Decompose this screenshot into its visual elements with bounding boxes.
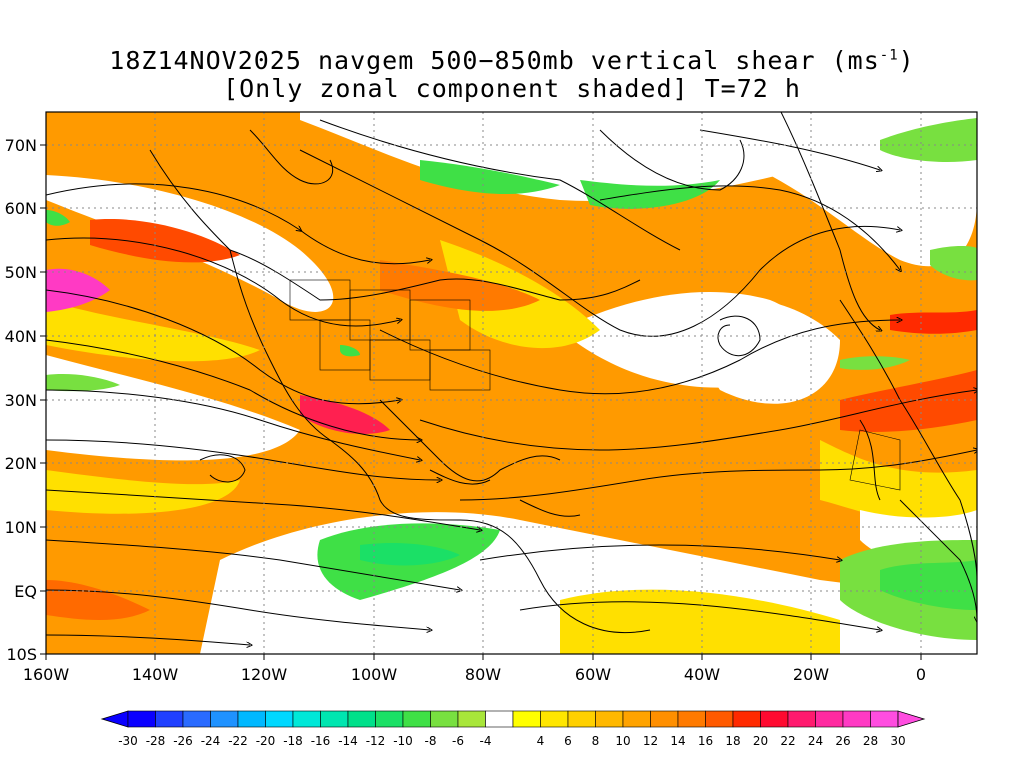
lon-label-1: 140W [132, 665, 179, 684]
colorbar-tick-6: -18 [283, 734, 303, 748]
colorbar-tick-14: 4 [537, 734, 545, 748]
colorbar-swatch-7 [320, 710, 349, 728]
colorbar-tick-17: 10 [615, 734, 630, 748]
colorbar-swatch-23 [760, 710, 789, 728]
colorbar-swatch-8 [347, 710, 376, 728]
colorbar-swatch-6 [292, 710, 321, 728]
map-title-line1: 18Z14NOV2025 navgem 500−850mb vertical s… [109, 46, 915, 75]
colorbar-left-arrow [100, 710, 129, 728]
colorbar-swatch-17 [595, 710, 624, 728]
colorbar-swatch-24 [787, 710, 816, 728]
colorbar-swatch-20 [677, 710, 706, 728]
borders [289, 279, 901, 491]
lon-label-8: 0 [916, 665, 926, 684]
colorbar-tick-1: -28 [146, 734, 166, 748]
colorbar-swatch-5 [265, 710, 294, 728]
colorbar-swatch-26 [842, 710, 871, 728]
colorbar-tick-12: -6 [452, 734, 464, 748]
lat-label-5: 20N [5, 454, 37, 473]
colorbar-tick-2: -26 [173, 734, 193, 748]
colorbar-swatch-16 [567, 710, 596, 728]
colorbar: -30 -28 -26 -24 -22 -20 -18 -16 -14 -12 -10 -8 -6 -4 4… [100, 710, 926, 748]
colorbar-right-arrow [897, 710, 926, 728]
colorbar-tick-9: -12 [366, 734, 386, 748]
lon-label-3: 100W [351, 665, 398, 684]
colorbar-swatch-22 [732, 710, 761, 728]
colorbar-tick-3: -24 [201, 734, 221, 748]
colorbar-tick-0: -30 [118, 734, 138, 748]
lon-label-5: 60W [575, 665, 611, 684]
colorbar-swatch-4 [237, 710, 266, 728]
colorbar-swatch-0 [127, 710, 156, 728]
colorbar-tick-10: -10 [393, 734, 413, 748]
colorbar-swatch-9 [375, 710, 404, 728]
colorbar-tick-13: -4 [480, 734, 492, 748]
coastlines [149, 119, 977, 634]
colorbar-tick-19: 14 [670, 734, 685, 748]
lon-label-4: 80W [465, 665, 501, 684]
colorbar-tick-11: -8 [425, 734, 437, 748]
colorbar-tick-23: 22 [780, 734, 795, 748]
colorbar-swatch-11 [430, 710, 459, 728]
colorbar-tick-16: 8 [592, 734, 600, 748]
colorbar-tick-4: -22 [228, 734, 248, 748]
shading-layer [46, 112, 977, 654]
colorbar-tick-26: 28 [863, 734, 878, 748]
colorbar-tick-18: 12 [643, 734, 658, 748]
lon-label-0: 160W [23, 665, 70, 684]
colorbar-swatch-12 [457, 710, 486, 728]
plot-frame [45, 111, 978, 655]
lat-label-2: 50N [5, 263, 37, 282]
lat-label-0: 70N [5, 136, 37, 155]
lat-label-3: 40N [5, 327, 37, 346]
lat-label-8: 10S [6, 645, 37, 664]
colorbar-tick-7: -16 [311, 734, 331, 748]
latitude-labels: 70N 60N 50N 40N 30N 20N 10N EQ 10S [5, 136, 46, 664]
colorbar-swatch-3 [210, 710, 239, 728]
colorbar-tick-8: -14 [338, 734, 358, 748]
colorbar-swatch-21 [705, 710, 734, 728]
map-title-line2: [Only zonal component shaded] T=72 h [223, 74, 801, 103]
colorbar-swatch-14 [512, 710, 541, 728]
colorbar-tick-20: 16 [698, 734, 713, 748]
colorbar-tick-27: 30 [890, 734, 905, 748]
colorbar-swatch-18 [622, 710, 651, 728]
colorbar-swatch-10 [402, 710, 431, 728]
longitude-labels: 160W 140W 120W 100W 80W 60W 40W 20W 0 [23, 654, 926, 684]
colorbar-tick-22: 20 [753, 734, 768, 748]
colorbar-tick-24: 24 [808, 734, 823, 748]
lon-label-6: 40W [684, 665, 720, 684]
colorbar-swatch-13 [485, 710, 514, 728]
colorbar-tick-21: 18 [725, 734, 740, 748]
lat-label-4: 30N [5, 391, 37, 410]
lon-label-2: 120W [241, 665, 288, 684]
colorbar-swatch-27 [870, 710, 899, 728]
lat-label-7: EQ [14, 582, 37, 601]
colorbar-tick-25: 26 [835, 734, 850, 748]
colorbar-swatch-1 [155, 710, 184, 728]
lat-label-6: 10N [5, 518, 37, 537]
colorbar-swatch-15 [540, 710, 569, 728]
colorbar-tick-5: -20 [256, 734, 276, 748]
colorbar-tick-15: 6 [564, 734, 572, 748]
gridlines [46, 112, 977, 654]
lat-label-1: 60N [5, 199, 37, 218]
colorbar-swatch-19 [650, 710, 679, 728]
streamlines [46, 112, 977, 645]
colorbar-swatch-2 [182, 710, 211, 728]
colorbar-swatch-25 [815, 710, 844, 728]
lon-label-7: 20W [793, 665, 829, 684]
